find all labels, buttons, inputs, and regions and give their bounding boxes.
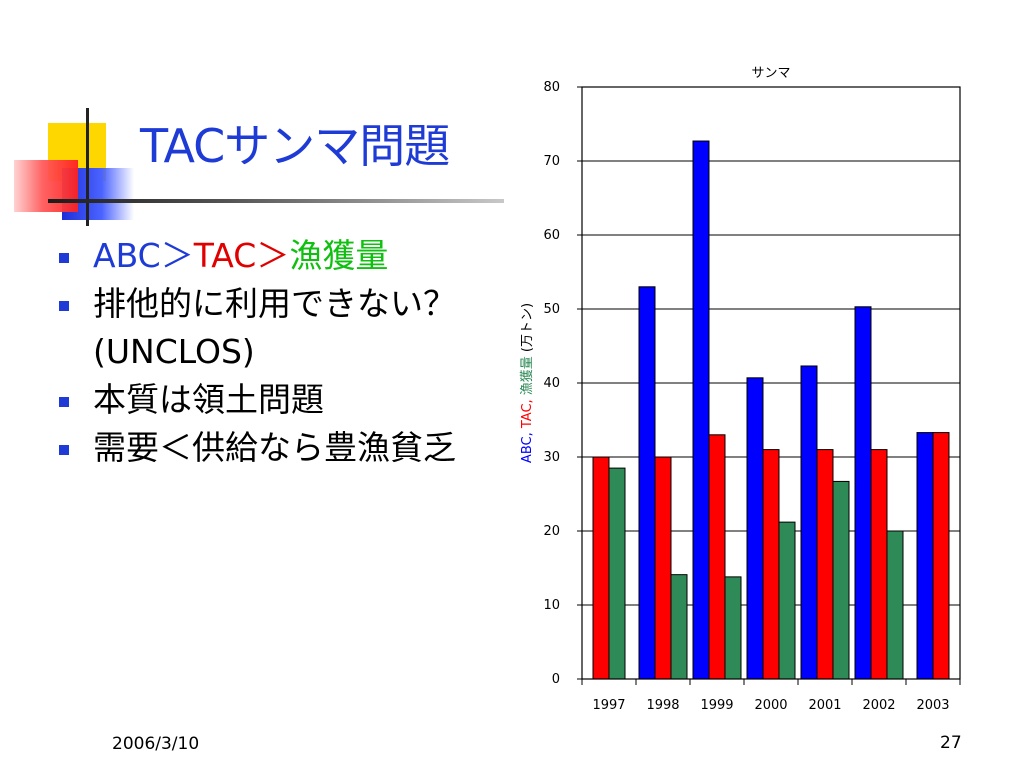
bullet-text: 需要＜供給なら豊漁貧乏 bbox=[93, 428, 456, 467]
bar-abc-2000 bbox=[746, 377, 764, 680]
decor-vertical-line bbox=[86, 108, 89, 226]
footer-date: 2006/3/10 bbox=[112, 734, 200, 754]
y-axis-label-part: 漁獲量 bbox=[520, 356, 535, 399]
bar-tac-2003 bbox=[932, 432, 950, 680]
bar-abc-1999 bbox=[692, 140, 710, 680]
bar-tac-1999 bbox=[708, 434, 726, 680]
bullet-part-abc: ABC bbox=[93, 236, 161, 275]
bullet-marker bbox=[59, 301, 69, 311]
x-tick-label: 2002 bbox=[862, 698, 895, 713]
x-tick-label: 1999 bbox=[700, 698, 733, 713]
x-tick-label: 1998 bbox=[646, 698, 679, 713]
bullet-text: 本質は領土問題 bbox=[93, 380, 324, 419]
y-tick-label: 20 bbox=[543, 524, 560, 539]
y-axis-label: ABC, TAC, 漁獲量 (万トン) bbox=[520, 303, 535, 463]
bullet-part-gt-2: ＞ bbox=[256, 236, 290, 275]
y-axis-label-part: TAC, bbox=[520, 399, 535, 432]
chart-title: サンマ bbox=[751, 66, 790, 81]
x-tick-label: 1997 bbox=[592, 698, 625, 713]
bar-catch-2002 bbox=[886, 530, 904, 680]
y-tick-label: 80 bbox=[543, 80, 560, 95]
bullet-item: 本質は領土問題 bbox=[55, 376, 495, 424]
bar-catch-1999 bbox=[724, 576, 742, 680]
plot-frame bbox=[581, 86, 961, 680]
bullet-text: 排他的に利用できない？(UNCLOS) bbox=[93, 284, 456, 371]
bar-abc-2001 bbox=[800, 365, 818, 680]
y-tick-label: 10 bbox=[543, 598, 560, 613]
y-tick-label: 0 bbox=[552, 672, 560, 687]
page-number: 27 bbox=[940, 733, 962, 753]
bar-abc-2002 bbox=[854, 306, 872, 680]
bullet-item: 需要＜供給なら豊漁貧乏 bbox=[55, 424, 495, 472]
bullet-item: ABC＞TAC＞漁獲量 bbox=[55, 232, 495, 280]
bar-tac-2002 bbox=[870, 449, 888, 680]
bar-catch-2000 bbox=[778, 521, 796, 680]
bar-abc-1998 bbox=[638, 286, 656, 680]
bullet-marker bbox=[59, 397, 69, 407]
y-tick-label: 60 bbox=[543, 228, 560, 243]
y-axis-label-part: ABC, bbox=[520, 432, 535, 463]
x-tick-label: 2000 bbox=[754, 698, 787, 713]
bar-tac-1997 bbox=[592, 456, 610, 680]
y-tick-label: 70 bbox=[543, 154, 560, 169]
bullet-part-tac: TAC bbox=[193, 236, 257, 275]
x-tick-label: 2001 bbox=[808, 698, 841, 713]
bar-catch-1998 bbox=[670, 574, 688, 680]
bullet-item: 排他的に利用できない？(UNCLOS) bbox=[55, 280, 495, 376]
x-tick-label: 2003 bbox=[916, 698, 949, 713]
bar-tac-2000 bbox=[762, 449, 780, 680]
y-axis-label-part: (万トン) bbox=[520, 303, 535, 356]
bullet-part-gt-1: ＞ bbox=[160, 236, 194, 275]
decor-horizontal-line bbox=[48, 199, 504, 203]
bullet-part-catch: 漁獲量 bbox=[289, 236, 389, 275]
bullet-marker bbox=[59, 445, 69, 455]
bar-tac-1998 bbox=[654, 456, 672, 680]
decor-red-square bbox=[14, 160, 78, 212]
bullet-marker bbox=[59, 253, 69, 263]
bullet-list: ABC＞TAC＞漁獲量 排他的に利用できない？(UNCLOS) 本質は領土問題 … bbox=[55, 232, 495, 472]
bar-catch-2001 bbox=[832, 480, 850, 680]
bar-tac-2001 bbox=[816, 449, 834, 680]
slide-title: TACサンマ問題 bbox=[140, 119, 450, 173]
bar-abc-2003 bbox=[916, 432, 934, 680]
y-tick-label: 40 bbox=[543, 376, 560, 391]
y-tick-label: 30 bbox=[543, 450, 560, 465]
y-tick-label: 50 bbox=[543, 302, 560, 317]
bar-catch-1997 bbox=[608, 467, 626, 680]
